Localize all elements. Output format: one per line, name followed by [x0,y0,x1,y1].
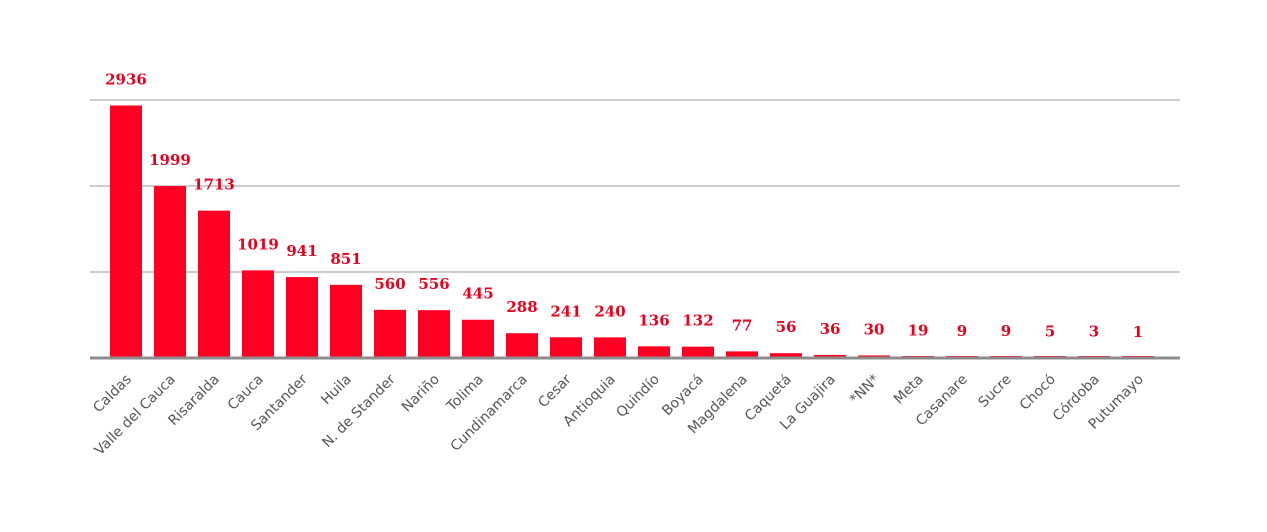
data-label: 556 [418,275,449,293]
bar [814,354,846,358]
bar [374,309,406,358]
bar [638,346,670,358]
data-label: 240 [594,302,625,320]
data-label: 1713 [193,176,235,194]
data-label: 5 [1045,323,1055,341]
bar [110,105,142,358]
x-tick-label: Tolima [443,372,487,416]
bar [330,284,362,358]
x-tick-label: *NN* [847,372,883,408]
data-label: 36 [820,320,841,338]
data-label: 56 [776,318,797,336]
x-tick-label: Nariño [399,372,443,416]
data-label: 19 [908,321,929,339]
bar [550,337,582,358]
bars [110,105,1154,358]
x-tick-label: Sucre [976,372,1015,411]
x-tick-label: Meta [891,372,927,408]
data-label: 136 [638,311,669,329]
data-label: 132 [682,312,713,330]
data-label: 851 [330,250,361,268]
x-tick-label: Chocó [1017,372,1059,414]
x-tick-label: Caldas [90,372,135,417]
x-tick-label: Valle del Cauca [92,372,179,459]
data-label: 941 [286,242,317,260]
x-tick-label: Quindío [613,372,662,421]
data-label: 77 [732,316,753,334]
data-label: 288 [506,298,537,316]
bar [770,353,802,358]
x-tick-label: Huila [318,372,355,409]
bar [418,310,450,358]
bar [198,210,230,358]
data-label: 9 [1001,322,1011,340]
data-label: 2936 [105,71,147,89]
bar [682,346,714,358]
data-label: 445 [462,285,493,303]
bar [242,270,274,358]
data-label: 560 [374,275,405,293]
data-label: 241 [550,302,581,320]
x-tick-label: Cesar [535,371,575,411]
bar [594,337,626,358]
bar [154,186,186,358]
bar [726,351,758,358]
data-label: 1 [1133,323,1143,341]
data-label: 1999 [149,151,191,169]
data-label: 3 [1089,323,1099,341]
data-label: 1019 [237,235,279,253]
bar [462,319,494,358]
data-label: 9 [957,322,967,340]
x-tick-label: Cundinamarca [448,372,531,455]
bar [506,333,538,358]
data-label: 30 [864,320,885,338]
x-tick-label: Cauca [225,372,267,414]
bar [286,277,318,358]
